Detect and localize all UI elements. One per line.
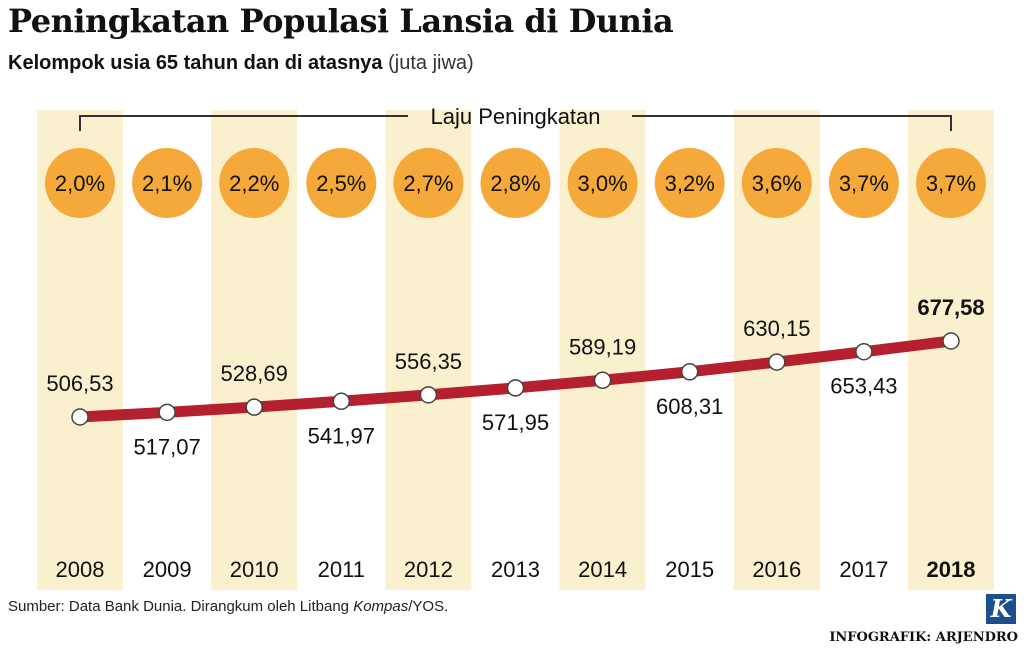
rate-label: 2,5% (316, 171, 366, 196)
infographic-credit: INFOGRAFIK: ARJENDRO (829, 630, 1018, 645)
kompas-logo-icon: K (986, 594, 1016, 624)
value-label: 589,19 (569, 334, 636, 359)
rate-label: 2,8% (490, 171, 540, 196)
rate-circle (916, 148, 986, 218)
value-label: 506,53 (46, 371, 113, 396)
value-label: 556,35 (395, 349, 462, 374)
value-label: 528,69 (221, 361, 288, 386)
rate-circle (306, 148, 377, 218)
rate-label: 3,7% (839, 171, 889, 196)
x-tick-label: 2013 (491, 557, 540, 582)
data-point (768, 353, 786, 371)
data-point (245, 398, 263, 416)
x-tick-label: 2009 (143, 557, 192, 582)
data-point (942, 332, 960, 350)
rate-label: 3,0% (578, 171, 628, 196)
x-tick-label: 2008 (56, 557, 105, 582)
data-point (158, 403, 176, 422)
source-prefix: Sumber: Data Bank Dunia. Dirangkum oleh … (8, 598, 354, 615)
x-tick-label: 2016 (752, 557, 801, 582)
data-point (71, 408, 89, 426)
chart-title: Peningkatan Populasi Lansia di Dunia (8, 2, 674, 40)
rate-label: 3,2% (665, 171, 715, 196)
rate-label: 2,7% (403, 171, 453, 196)
value-label: 630,15 (743, 316, 810, 341)
data-point (855, 342, 873, 361)
data-point (506, 379, 525, 397)
source-italic: Kompas (353, 598, 409, 615)
unit-label: (juta jiwa) (388, 52, 474, 74)
value-label: 677,58 (917, 295, 984, 320)
source-suffix: /YOS. (408, 598, 449, 615)
rate-circle (741, 148, 812, 218)
x-tick-label: 2017 (839, 557, 888, 582)
rate-circle (45, 148, 115, 218)
data-point (332, 392, 351, 411)
data-point (593, 371, 612, 390)
value-label: 571,95 (482, 410, 549, 435)
population-line (74, 335, 957, 423)
bracket-left-line (79, 115, 408, 131)
rate-circle (132, 148, 203, 218)
x-tick-label: 2012 (404, 557, 453, 582)
rate-header: Laju Peningkatan (430, 104, 600, 129)
rate-label: 3,6% (752, 171, 802, 196)
rate-label: 2,0% (55, 171, 105, 196)
x-tick-label: 2010 (230, 557, 279, 582)
rate-label: 2,1% (142, 171, 192, 196)
rate-circle (567, 148, 638, 218)
data-point (419, 386, 438, 404)
value-label: 517,07 (133, 434, 200, 459)
rate-circle (828, 148, 899, 218)
x-tick-label: 2011 (318, 557, 365, 582)
x-tick-label: 2015 (665, 557, 714, 582)
rate-label: 2,2% (229, 171, 279, 196)
source-note: Sumber: Data Bank Dunia. Dirangkum oleh … (8, 598, 448, 615)
subtitle-text: Kelompok usia 65 tahun dan di atasnya (8, 52, 383, 74)
rate-label: 3,7% (926, 171, 976, 196)
rate-circle (480, 148, 551, 218)
x-tick-label: 2014 (578, 557, 627, 582)
value-label: 653,43 (830, 374, 897, 399)
rate-circle (654, 148, 725, 218)
rate-circle (219, 148, 290, 218)
rate-circle (393, 148, 464, 218)
bracket-right-line (632, 115, 952, 131)
value-label: 541,97 (308, 423, 375, 448)
data-point (680, 363, 699, 381)
x-tick-label: 2018 (927, 557, 976, 582)
value-label: 608,31 (656, 394, 723, 419)
chart-subtitle: Kelompok usia 65 tahun dan di atasnya (j… (8, 52, 474, 75)
chart-area: Laju Peningkatan 2,0% 2,1% 2,2% 2,5% 2,7% 2,8%… (37, 104, 994, 590)
